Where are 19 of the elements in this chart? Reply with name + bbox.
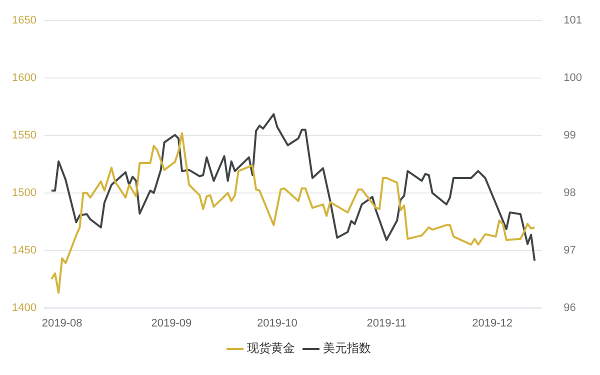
y-tick-label: 1650 bbox=[12, 14, 36, 27]
y-tick-label: 1600 bbox=[12, 72, 36, 84]
y2-tick-label: 100 bbox=[564, 72, 582, 84]
y2-tick-label: 98 bbox=[564, 186, 576, 199]
x-tick-label: 2019-11 bbox=[366, 317, 406, 330]
y-tick-label: 1500 bbox=[12, 186, 36, 199]
y-tick-label: 1400 bbox=[12, 302, 36, 314]
y2-tick-label: 97 bbox=[564, 244, 576, 256]
x-tick-label: 2019-08 bbox=[42, 317, 82, 330]
y2-tick-label: 101 bbox=[564, 14, 582, 27]
x-tick-label: 2019-10 bbox=[257, 317, 298, 330]
x-tick-label: 2019-09 bbox=[151, 317, 192, 330]
y2-tick-label: 96 bbox=[564, 302, 576, 314]
y-tick-label: 1550 bbox=[12, 130, 36, 142]
y-tick-label: 1450 bbox=[12, 244, 36, 256]
legend-label: 美元指数 bbox=[323, 341, 371, 356]
x-tick-label: 2019-12 bbox=[472, 317, 512, 330]
y2-tick-label: 99 bbox=[564, 130, 576, 142]
legend-label: 现货黄金 bbox=[247, 341, 295, 356]
